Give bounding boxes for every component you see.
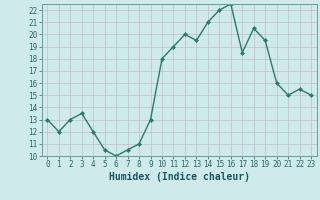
X-axis label: Humidex (Indice chaleur): Humidex (Indice chaleur) (109, 172, 250, 182)
